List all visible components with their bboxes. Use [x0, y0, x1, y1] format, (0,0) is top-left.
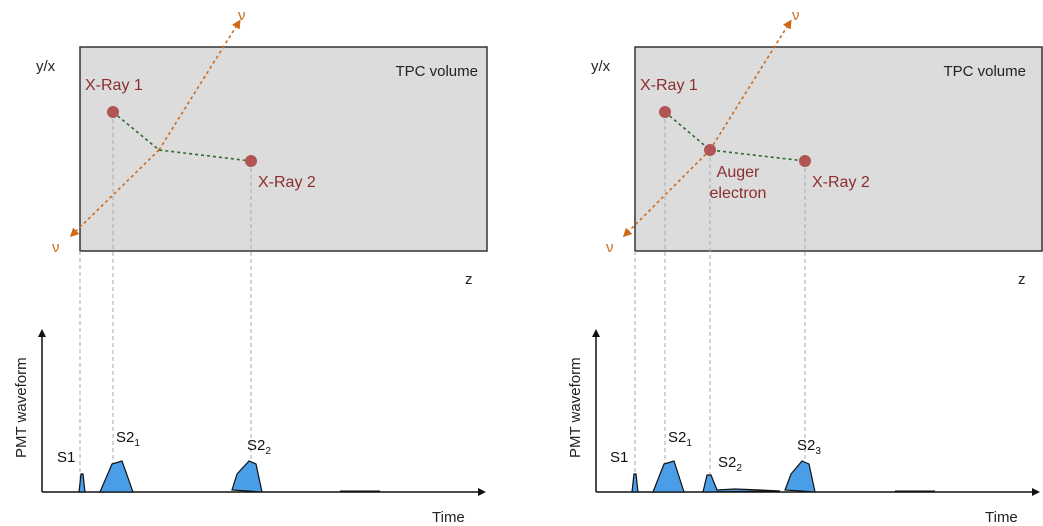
neutrino-label-bottom: ν	[606, 239, 614, 256]
s1-pulse	[78, 473, 86, 493]
neutrino-label-bottom: ν	[52, 239, 60, 256]
s2-2-label: S22	[718, 454, 742, 474]
neutrino-path	[709, 19, 792, 151]
neutrino-path	[158, 19, 241, 151]
time-axis-label: Time	[432, 509, 465, 526]
xray2-label: X-Ray 2	[812, 174, 870, 191]
xray1-label: X-Ray 1	[640, 77, 698, 94]
tpc-volume-box	[79, 46, 488, 252]
xray1-point	[659, 106, 671, 118]
waveform-y-label: PMT waveform	[13, 357, 30, 458]
neutrino-label-top: ν	[792, 7, 800, 24]
xray2-point	[799, 155, 811, 167]
auger-label-line1: Auger	[717, 164, 760, 181]
s1-pulse	[631, 473, 639, 493]
xray1-label: X-Ray 1	[85, 77, 143, 94]
projection-guides	[79, 112, 252, 487]
xray2-label: X-Ray 2	[258, 174, 316, 191]
y-axis-label: y/x	[36, 58, 56, 75]
s2-2-pulse	[702, 474, 781, 493]
left-panel: TPC volume y/x z ν ν X-Ray 1 X-Ray 2 PMT…	[13, 7, 488, 526]
s2-2-pulse	[231, 460, 263, 493]
xray-tracks	[112, 111, 252, 162]
projection-guides	[634, 112, 806, 487]
tpc-volume-label: TPC volume	[943, 63, 1026, 80]
xray2-point	[245, 155, 257, 167]
y-axis-label: y/x	[591, 58, 611, 75]
right-panel: TPC volume y/x z ν ν X-Ray 1 X-Ray 2 Aug…	[567, 7, 1043, 526]
auger-point	[704, 144, 716, 156]
z-axis-label: z	[465, 271, 473, 288]
xray-tracks	[664, 111, 806, 162]
auger-label-line2: electron	[710, 185, 767, 202]
s1-label: S1	[610, 449, 628, 466]
s1-label: S1	[57, 449, 75, 466]
s2-1-pulse	[99, 460, 134, 493]
neutrino-path-lower	[69, 149, 160, 238]
tpc-volume-label: TPC volume	[395, 63, 478, 80]
time-axis-label: Time	[985, 509, 1018, 526]
s2-1-label: S21	[668, 429, 692, 449]
neutrino-label-top: ν	[238, 7, 246, 24]
neutrino-path-lower	[622, 149, 711, 238]
s2-1-pulse	[652, 460, 685, 493]
waveform-y-label: PMT waveform	[567, 357, 584, 458]
s2-1-label: S21	[116, 429, 140, 449]
z-axis-label: z	[1018, 271, 1026, 288]
tpc-volume-box	[634, 46, 1043, 252]
xray1-point	[107, 106, 119, 118]
s2-3-label: S23	[797, 437, 821, 457]
s2-2-label: S22	[247, 437, 271, 457]
s2-3-pulse	[784, 460, 816, 493]
